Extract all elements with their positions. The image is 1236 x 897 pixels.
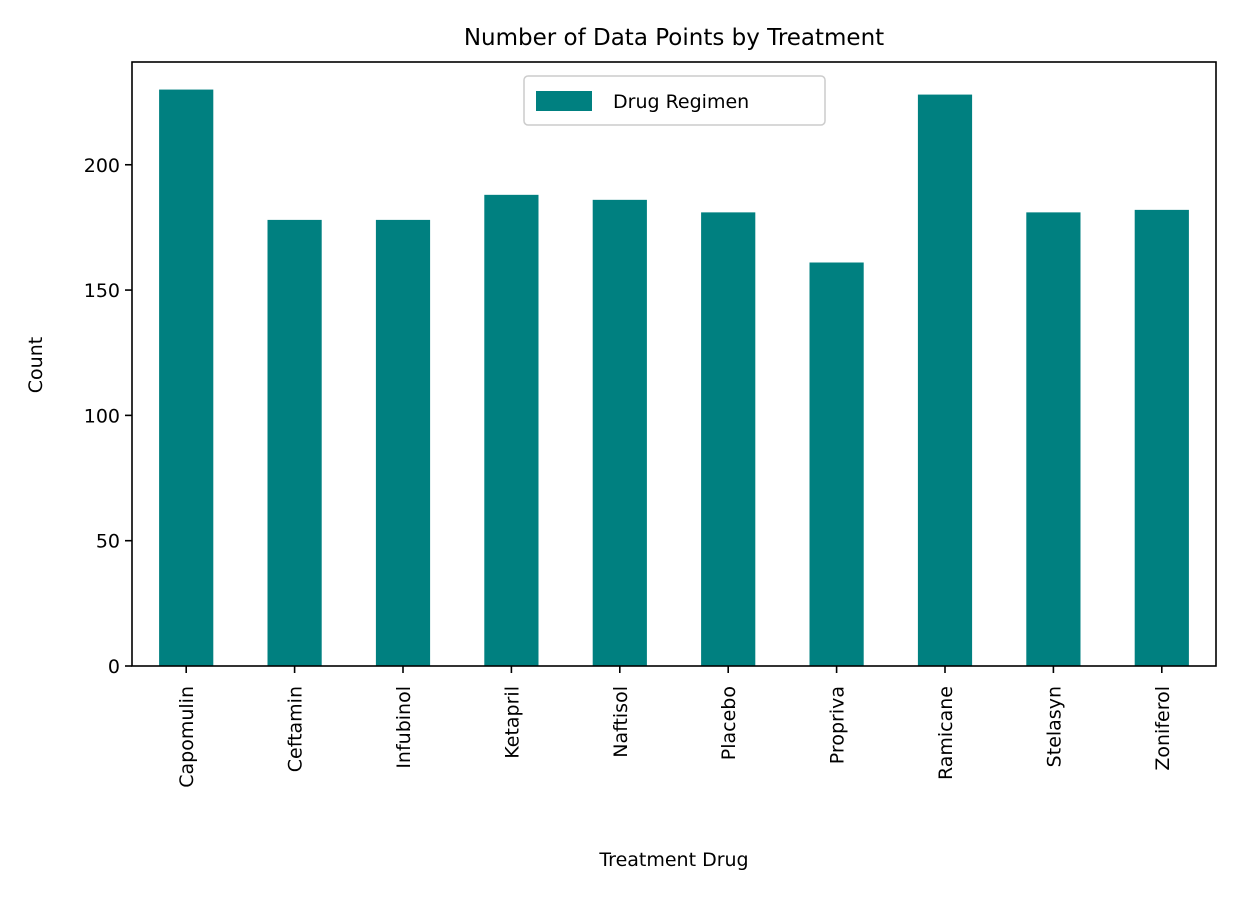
x-tick-label: Ketapril xyxy=(501,686,523,759)
bar-stelasyn xyxy=(1026,212,1081,666)
axes: 0 50 100 150 200 Capomulin Ceftamin Infubinol Ke… xyxy=(84,61,1217,788)
bar-ketapril xyxy=(484,194,539,666)
y-tick-label: 50 xyxy=(96,531,120,553)
x-tick-label: Capomulin xyxy=(176,686,198,788)
y-tick-label: 100 xyxy=(84,405,120,427)
x-axis-label: Treatment Drug xyxy=(598,849,748,871)
x-tick-label: Zoniferol xyxy=(1152,686,1174,771)
bar-propriva xyxy=(809,262,864,666)
x-tick-label: Ramicane xyxy=(935,686,957,780)
x-tick-label: Ceftamin xyxy=(285,686,307,772)
legend: Drug Regimen xyxy=(523,75,826,126)
x-tick-label: Stelasyn xyxy=(1043,686,1065,767)
x-tick-label: Propriva xyxy=(827,686,849,764)
x-tick-label: Naftisol xyxy=(610,686,632,758)
chart-title: Number of Data Points by Treatment xyxy=(464,25,884,51)
bar-infubinol xyxy=(375,219,431,666)
bar-ramicane xyxy=(917,94,973,666)
bar-naftisol xyxy=(592,199,647,666)
bar-placebo xyxy=(701,212,756,666)
y-tick-label: 200 xyxy=(84,155,120,177)
legend-label: Drug Regimen xyxy=(613,91,749,113)
x-tick-label: Infubinol xyxy=(393,686,415,769)
y-tick-label: 150 xyxy=(84,280,120,302)
legend-swatch xyxy=(536,91,592,111)
x-tick-label: Placebo xyxy=(718,686,740,760)
plot-frame xyxy=(131,61,1217,667)
bar-ceftamin xyxy=(267,219,322,666)
plot-area xyxy=(159,89,1189,666)
legend-box xyxy=(523,75,826,126)
y-tick-label: 0 xyxy=(108,656,120,678)
bar-zoniferol xyxy=(1134,209,1189,666)
y-axis-label: Count xyxy=(25,337,47,393)
bar-capomulin xyxy=(159,89,214,666)
